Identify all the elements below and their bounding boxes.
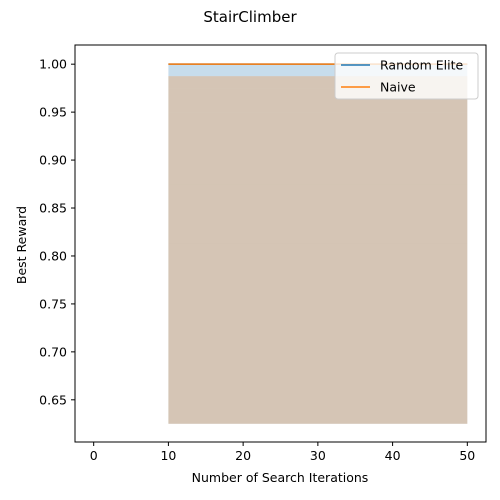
band-naive-4 xyxy=(168,76,468,89)
y-tick-label: 0.70 xyxy=(39,344,67,359)
band-naive-0 xyxy=(168,243,468,424)
y-tick-label: 0.65 xyxy=(39,392,67,407)
band-random-elite-2 xyxy=(168,112,468,185)
x-tick-label: 30 xyxy=(310,448,326,463)
legend-label-random-elite: Random Elite xyxy=(380,58,463,73)
x-tick-label: 40 xyxy=(385,448,401,463)
band-naive-1 xyxy=(168,184,468,244)
x-axis-ticks: 0 10 20 30 40 50 xyxy=(90,442,475,463)
legend-label-naive: Naive xyxy=(380,80,416,95)
y-axis-ticks: 0.65 0.70 0.75 0.80 0.85 0.90 0.95 1.00 xyxy=(39,57,75,407)
x-tick-label: 0 xyxy=(90,448,98,463)
chart-title: StairClimber xyxy=(203,8,297,26)
y-tick-label: 0.80 xyxy=(39,248,67,263)
band-random-elite-5 xyxy=(168,64,468,77)
band-random-elite-1 xyxy=(168,184,468,244)
y-tick-label: 0.85 xyxy=(39,201,67,216)
plot-area xyxy=(168,63,468,424)
band-random-elite-0 xyxy=(168,243,468,424)
axes-frame xyxy=(74,44,487,443)
band-random-elite-4 xyxy=(168,76,468,89)
x-tick-label: 10 xyxy=(160,448,176,463)
legend: Random Elite Naive xyxy=(334,52,479,100)
y-tick-label: 0.90 xyxy=(39,153,67,168)
y-tick-label: 0.75 xyxy=(39,296,67,311)
x-axis-label: Number of Search Iterations xyxy=(192,470,369,485)
confidence-bands xyxy=(168,64,468,424)
y-tick-label: 0.95 xyxy=(39,105,67,120)
y-tick-label: 1.00 xyxy=(39,57,67,72)
legend-frame xyxy=(334,52,479,100)
x-tick-label: 20 xyxy=(235,448,251,463)
x-tick-label: 50 xyxy=(459,448,475,463)
band-naive-2 xyxy=(168,112,468,185)
y-axis-label: Best Reward xyxy=(14,206,29,284)
